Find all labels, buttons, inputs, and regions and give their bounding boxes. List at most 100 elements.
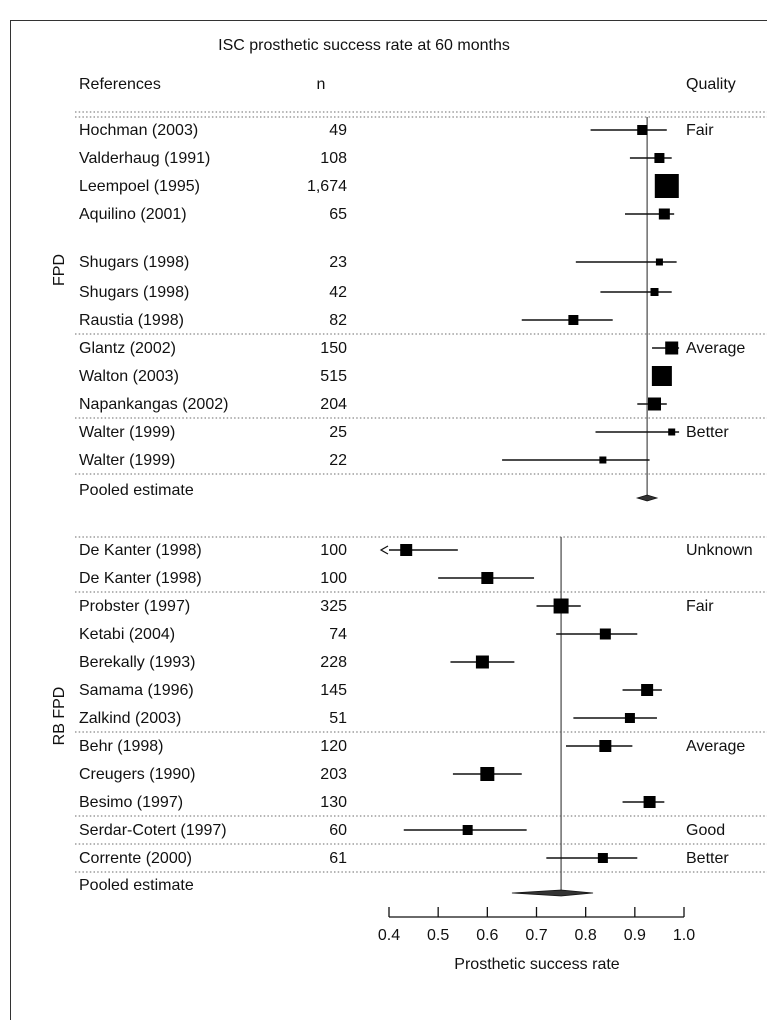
point-estimate-box xyxy=(625,713,635,723)
study-n-label: 100 xyxy=(320,570,347,587)
study-quality-label: Fair xyxy=(686,122,714,139)
study-quality-label: Unknown xyxy=(686,542,753,559)
study-n-label: 49 xyxy=(329,122,347,139)
study-reference-label: Leempoel (1995) xyxy=(79,178,200,195)
study-n-label: 100 xyxy=(320,542,347,559)
study-quality-label: Good xyxy=(686,822,725,839)
x-tick-label: 0.5 xyxy=(427,927,449,944)
study-n-label: 65 xyxy=(329,206,347,223)
study-reference-label: Shugars (1998) xyxy=(79,254,189,271)
study-reference-label: Ketabi (2004) xyxy=(79,626,175,643)
study-n-label: 145 xyxy=(320,682,347,699)
study-n-label: 25 xyxy=(329,424,347,441)
study-reference-label: Besimo (1997) xyxy=(79,794,183,811)
point-estimate-box xyxy=(651,288,659,296)
study-reference-label: Corrente (2000) xyxy=(79,850,192,867)
study-reference-label: Walter (1999) xyxy=(79,424,175,441)
study-n-label: 325 xyxy=(320,598,347,615)
study-reference-label: Behr (1998) xyxy=(79,738,164,755)
group-label: FPD xyxy=(51,254,68,286)
point-estimate-box xyxy=(598,853,608,863)
study-reference-label: Zalkind (2003) xyxy=(79,710,181,727)
study-n-label: 23 xyxy=(329,254,347,271)
study-reference-label: Serdar-Cotert (1997) xyxy=(79,822,227,839)
point-estimate-box xyxy=(480,767,494,781)
point-estimate-box xyxy=(400,544,412,556)
study-n-label: 42 xyxy=(329,284,347,301)
x-tick-label: 0.6 xyxy=(476,927,498,944)
study-n-label: 60 xyxy=(329,822,347,839)
point-estimate-box xyxy=(665,342,678,355)
x-tick-label: 1.0 xyxy=(673,927,695,944)
x-tick-label: 0.7 xyxy=(525,927,547,944)
point-estimate-box xyxy=(568,315,578,325)
study-quality-label: Average xyxy=(686,738,745,755)
study-reference-label: Napankangas (2002) xyxy=(79,396,228,413)
study-quality-label: Better xyxy=(686,850,729,867)
x-axis: 0.4 0.5 0.6 0.7 0.8 0.9 1.0 xyxy=(378,907,695,944)
study-n-label: 203 xyxy=(320,766,347,783)
study-reference-label: Walton (2003) xyxy=(79,368,179,385)
point-estimate-box xyxy=(554,599,569,614)
point-estimate-box xyxy=(655,174,679,198)
point-estimate-box xyxy=(656,259,663,266)
point-estimate-box xyxy=(599,740,611,752)
study-reference-label: Berekally (1993) xyxy=(79,654,196,671)
study-n-label: 228 xyxy=(320,654,347,671)
point-estimate-box xyxy=(476,656,489,669)
study-n-label: 108 xyxy=(320,150,347,167)
x-tick-label: 0.4 xyxy=(378,927,400,944)
quality-header: Quality xyxy=(686,76,736,93)
figure-border xyxy=(11,21,767,1021)
study-reference-label: Hochman (2003) xyxy=(79,122,198,139)
study-n-label: 1,674 xyxy=(307,178,347,195)
study-reference-label: Creugers (1990) xyxy=(79,766,196,783)
point-estimate-box xyxy=(637,125,647,135)
chart-title: ISC prosthetic success rate at 60 months xyxy=(218,37,510,54)
study-reference-label: Aquilino (2001) xyxy=(79,206,187,223)
x-axis-label: Prosthetic success rate xyxy=(454,956,620,973)
study-reference-label: Valderhaug (1991) xyxy=(79,150,210,167)
study-reference-label: Walter (1999) xyxy=(79,452,175,469)
study-quality-label: Better xyxy=(686,424,729,441)
study-reference-label: Shugars (1998) xyxy=(79,284,189,301)
study-reference-label: De Kanter (1998) xyxy=(79,542,202,559)
study-reference-label: Samama (1996) xyxy=(79,682,194,699)
study-n-label: 74 xyxy=(329,626,347,643)
plot-rows: FPD Hochman (2003) 49 Fair Valderhaug (1991)… xyxy=(51,112,767,896)
n-header: n xyxy=(317,76,326,93)
pooled-estimate-label: Pooled estimate xyxy=(79,482,194,499)
point-estimate-box xyxy=(648,398,661,411)
point-estimate-box xyxy=(599,457,606,464)
study-reference-label: Probster (1997) xyxy=(79,598,190,615)
study-n-label: 82 xyxy=(329,312,347,329)
x-tick-label: 0.9 xyxy=(624,927,646,944)
point-estimate-box xyxy=(641,684,653,696)
study-n-label: 51 xyxy=(329,710,347,727)
study-reference-label: De Kanter (1998) xyxy=(79,570,202,587)
ci-arrow xyxy=(381,546,388,554)
point-estimate-box xyxy=(600,629,611,640)
study-reference-label: Raustia (1998) xyxy=(79,312,184,329)
study-n-label: 120 xyxy=(320,738,347,755)
study-n-label: 22 xyxy=(329,452,347,469)
pooled-estimate-diamond xyxy=(512,890,593,896)
point-estimate-box xyxy=(659,209,670,220)
point-estimate-box xyxy=(654,153,664,163)
point-estimate-box xyxy=(481,572,493,584)
study-n-label: 61 xyxy=(329,850,347,867)
study-n-label: 515 xyxy=(320,368,347,385)
point-estimate-box xyxy=(652,366,672,386)
point-estimate-box xyxy=(644,796,656,808)
study-n-label: 150 xyxy=(320,340,347,357)
study-reference-label: Glantz (2002) xyxy=(79,340,176,357)
pooled-estimate-diamond xyxy=(637,495,657,501)
point-estimate-box xyxy=(463,825,473,835)
study-n-label: 204 xyxy=(320,396,347,413)
x-tick-label: 0.8 xyxy=(575,927,597,944)
point-estimate-box xyxy=(668,429,675,436)
pooled-estimate-label: Pooled estimate xyxy=(79,877,194,894)
study-n-label: 130 xyxy=(320,794,347,811)
study-quality-label: Average xyxy=(686,340,745,357)
